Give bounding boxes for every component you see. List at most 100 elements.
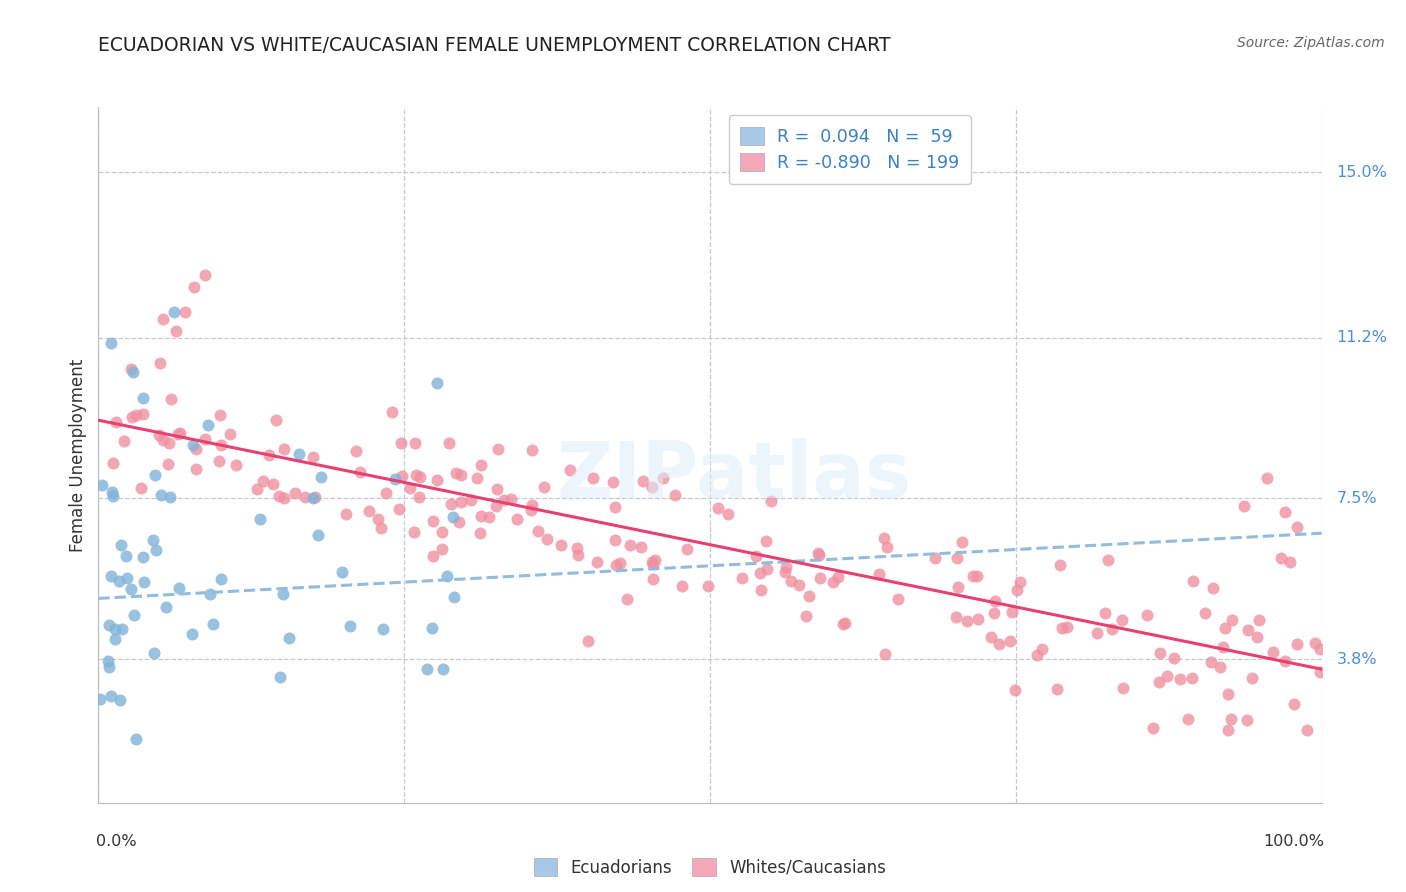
Point — [209, 438, 232, 452]
Point — [984, 593, 1007, 607]
Point — [104, 622, 127, 636]
Point — [271, 587, 294, 601]
Point — [945, 610, 967, 624]
Point — [1085, 626, 1108, 640]
Point — [122, 365, 145, 379]
Point — [873, 647, 896, 661]
Point — [101, 456, 124, 470]
Point — [643, 557, 665, 571]
Point — [1296, 723, 1319, 738]
Point — [186, 462, 208, 476]
Point — [89, 692, 111, 706]
Point — [1286, 637, 1309, 651]
Point — [1220, 613, 1243, 627]
Point — [108, 574, 131, 588]
Point — [470, 525, 492, 540]
Point — [470, 458, 492, 472]
Point — [330, 566, 353, 580]
Point — [478, 510, 501, 524]
Point — [1156, 669, 1178, 683]
Point — [585, 555, 607, 569]
Point — [775, 560, 797, 574]
Point — [444, 466, 467, 480]
Point — [1282, 697, 1305, 711]
Point — [1249, 613, 1271, 627]
Point — [167, 581, 190, 595]
Point — [605, 558, 627, 572]
Point — [1232, 500, 1254, 514]
Point — [1094, 607, 1116, 621]
Point — [560, 463, 582, 477]
Point — [886, 592, 908, 607]
Point — [209, 572, 232, 586]
Point — [745, 549, 768, 564]
Point — [100, 335, 122, 350]
Point — [160, 392, 183, 406]
Point — [641, 480, 664, 494]
Point — [717, 507, 740, 521]
Point — [1026, 648, 1049, 663]
Point — [644, 553, 666, 567]
Point — [519, 503, 541, 517]
Point — [633, 474, 655, 488]
Point — [422, 514, 444, 528]
Point — [1045, 681, 1067, 696]
Point — [1097, 553, 1119, 567]
Point — [567, 548, 589, 562]
Point — [946, 580, 969, 594]
Point — [150, 488, 173, 502]
Point — [1237, 623, 1260, 637]
Point — [120, 361, 142, 376]
Point — [399, 481, 422, 495]
Point — [101, 485, 124, 500]
Point — [1303, 636, 1326, 650]
Point — [1212, 640, 1234, 654]
Point — [808, 571, 831, 585]
Point — [288, 447, 311, 461]
Point — [1111, 613, 1133, 627]
Point — [676, 542, 699, 557]
Point — [339, 619, 361, 633]
Point — [194, 268, 217, 282]
Point — [184, 442, 207, 457]
Point — [1241, 672, 1264, 686]
Point — [225, 458, 247, 473]
Point — [142, 533, 165, 547]
Point — [436, 569, 458, 583]
Point — [603, 533, 626, 547]
Point — [200, 587, 222, 601]
Point — [262, 476, 284, 491]
Point — [533, 480, 555, 494]
Point — [115, 571, 138, 585]
Point — [616, 591, 638, 606]
Text: ECUADORIAN VS WHITE/CAUCASIAN FEMALE UNEMPLOYMENT CORRELATION CHART: ECUADORIAN VS WHITE/CAUCASIAN FEMALE UNE… — [98, 36, 891, 54]
Text: ZIPatlas: ZIPatlas — [557, 438, 912, 514]
Point — [751, 582, 773, 597]
Point — [124, 732, 146, 747]
Point — [506, 511, 529, 525]
Point — [987, 637, 1010, 651]
Point — [132, 574, 155, 589]
Point — [273, 442, 295, 456]
Point — [155, 600, 177, 615]
Point — [105, 415, 128, 429]
Text: 3.8%: 3.8% — [1336, 652, 1376, 667]
Point — [1004, 682, 1026, 697]
Point — [381, 405, 404, 419]
Point — [432, 524, 454, 539]
Point — [651, 471, 673, 485]
Point — [404, 435, 426, 450]
Point — [1236, 713, 1258, 727]
Point — [966, 569, 988, 583]
Point — [201, 617, 224, 632]
Point — [132, 391, 155, 405]
Point — [284, 486, 307, 500]
Point — [302, 450, 325, 464]
Point — [486, 482, 509, 496]
Point — [124, 408, 146, 422]
Point — [357, 503, 380, 517]
Point — [370, 521, 392, 535]
Point — [115, 549, 138, 564]
Point — [794, 609, 817, 624]
Point — [416, 662, 439, 676]
